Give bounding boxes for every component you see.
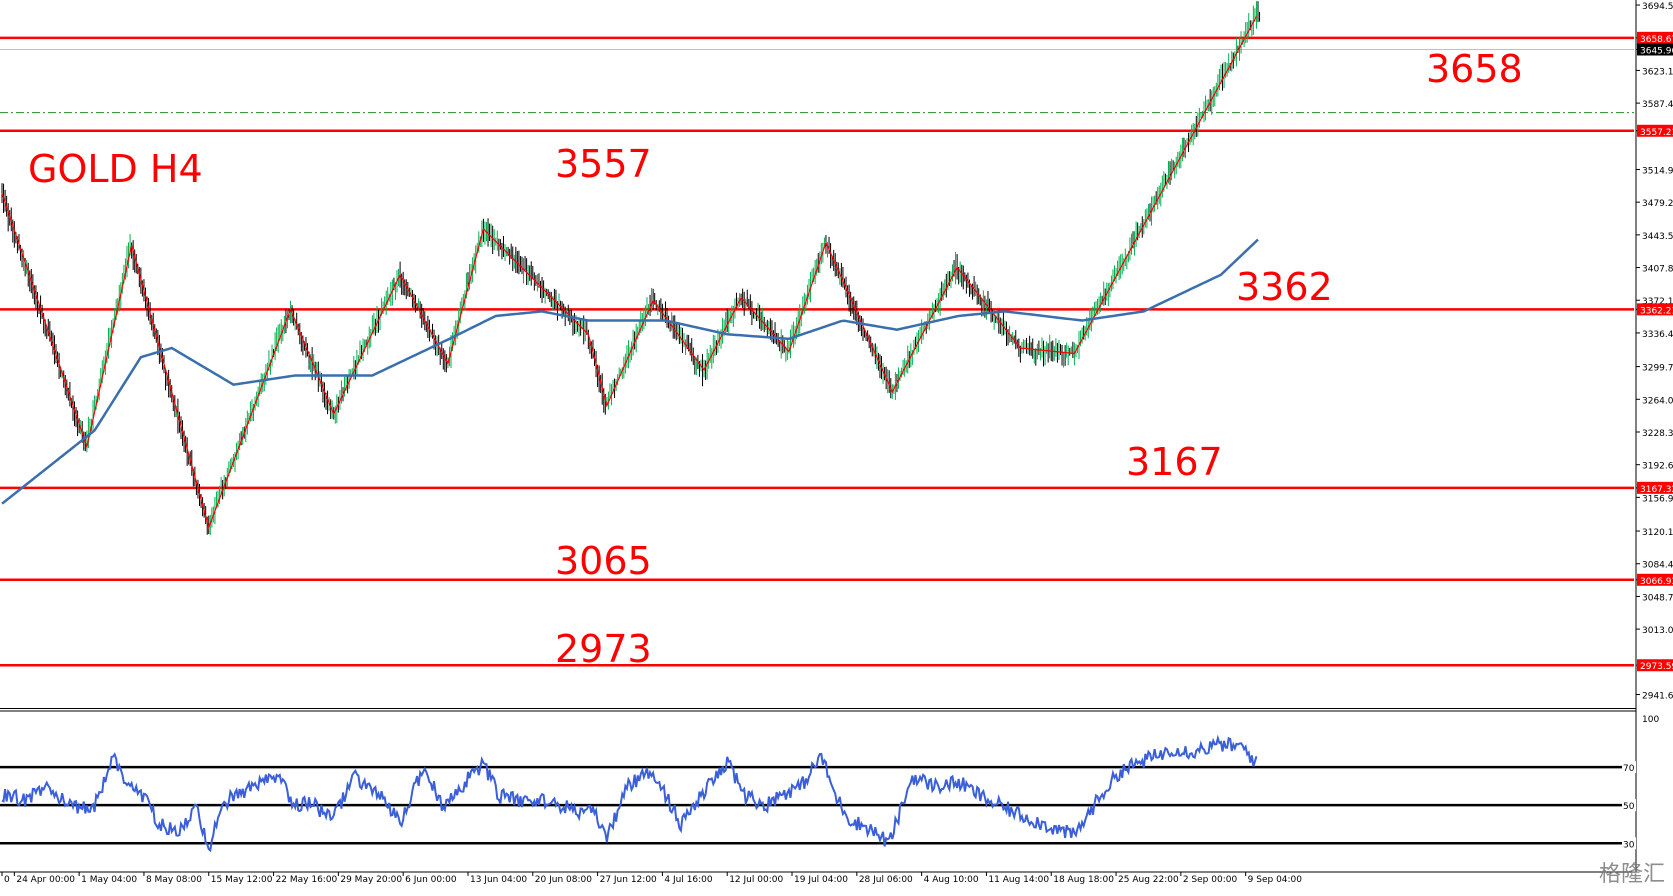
time-tick-label: 28 Jul 06:00 [859,875,913,885]
price-tick-label: 3694.50 [1642,2,1673,12]
price-tick-label: 3587.40 [1642,100,1673,110]
time-tick-label: 22 May 16:00 [276,875,338,885]
watermark-logo: 格隆汇 [1598,862,1665,887]
price-tag-bg [1637,573,1673,586]
price-tag-label: 3066.93 [1640,577,1673,587]
price-tag-bg [1637,43,1673,56]
time-tick-label: 27 Jun 12:00 [600,875,657,885]
rsi-line [1,734,1258,853]
time-tick-label: 8 May 08:00 [146,875,202,885]
time-tick-label: 12 Jul 00:00 [729,875,783,885]
price-tick-label: 3192.60 [1642,462,1673,472]
instrument-label: GOLD H4 [28,147,203,191]
time-tick-label: 13 Jun 04:00 [470,875,527,885]
rsi-level-bg [1622,837,1636,850]
rsi-level-bg [1622,799,1636,812]
price-tick-label: 3407.85 [1642,265,1673,275]
rsi-pane: 70 50 30 100 [0,715,1659,853]
price-tick-label: 3443.55 [1642,232,1673,242]
price-tick-label: 3479.25 [1642,199,1673,209]
time-tick-label: 18 Aug 18:00 [1053,875,1114,885]
price-tag-label: 3362.21 [1640,306,1673,316]
time-tick-label: 11 Aug 14:00 [988,875,1049,885]
level-label-3167: 3167 [1126,440,1223,484]
price-tick-label: 3048.75 [1642,593,1673,603]
time-axis: 0 24 Apr 00:00 1 May 04:00 8 May 08:00 15 Ma… [1,872,1303,885]
price-tick-label: 2941.65 [1642,691,1673,701]
level-label-3658: 3658 [1426,47,1523,91]
price-tick-label: 3372.15 [1642,297,1673,307]
price-tick-label: 3013.05 [1642,626,1673,636]
price-tick-label: 3514.95 [1642,166,1673,176]
rsi-top-label: 100 [1642,715,1659,725]
moving-average-line [1,238,1259,505]
time-tick-label: 4 Jul 16:00 [664,875,713,885]
time-tick-label: 15 May 12:00 [211,875,273,885]
rsi-level-label: 70 [1623,764,1635,774]
price-tag-label: 2973.59 [1640,662,1673,672]
time-tick-label: 9 Sep 04:00 [1248,875,1303,885]
time-tick-label: 0 [4,875,10,885]
price-tick-label: 3120.15 [1642,528,1673,538]
price-tag-label: 3645.96 [1640,46,1673,56]
level-label-2973: 2973 [555,627,652,671]
price-tag-bg [1637,659,1673,672]
price-tag-label: 3658.67 [1640,35,1673,45]
price-tag-bg [1637,303,1673,316]
level-label-3557: 3557 [555,142,652,186]
price-axis: 3694.50 3658.673645.96 3623.10 3587.40 3557.… [1636,2,1673,701]
zigzag-line [1,16,1257,530]
time-tick-label: 29 May 20:00 [340,875,402,885]
level-label-3065: 3065 [555,539,652,583]
level-label-3362: 3362 [1236,265,1333,309]
rsi-level-label: 30 [1623,840,1635,850]
time-tick-label: 19 Jul 04:00 [794,875,848,885]
price-tick-label: 3623.10 [1642,67,1673,77]
price-tick-label: 3336.45 [1642,330,1673,340]
price-tick-label: 3299.70 [1642,364,1673,374]
price-tag-bg [1637,481,1673,494]
time-tick-label: 24 Apr 00:00 [16,875,75,885]
price-tag-label: 3557.21 [1640,128,1673,138]
price-tick-label: 3264.00 [1642,396,1673,406]
price-tick-label: 3084.45 [1642,561,1673,571]
rsi-level-bg [1622,761,1636,774]
price-tag-bg [1637,124,1673,137]
time-tick-label: 6 Jun 00:00 [405,875,457,885]
price-tag-bg [1637,31,1673,44]
time-tick-label: 20 Jun 08:00 [535,875,592,885]
price-tick-label: 3228.30 [1642,429,1673,439]
price-tag-label: 3167.32 [1640,485,1673,495]
time-tick-label: 2 Sep 00:00 [1183,875,1238,885]
time-tick-label: 25 Aug 22:00 [1118,875,1179,885]
time-tick-label: 4 Aug 10:00 [924,875,979,885]
price-tick-label: 3156.90 [1642,494,1673,504]
rsi-level-label: 50 [1623,802,1635,812]
time-tick-label: 1 May 04:00 [81,875,137,885]
